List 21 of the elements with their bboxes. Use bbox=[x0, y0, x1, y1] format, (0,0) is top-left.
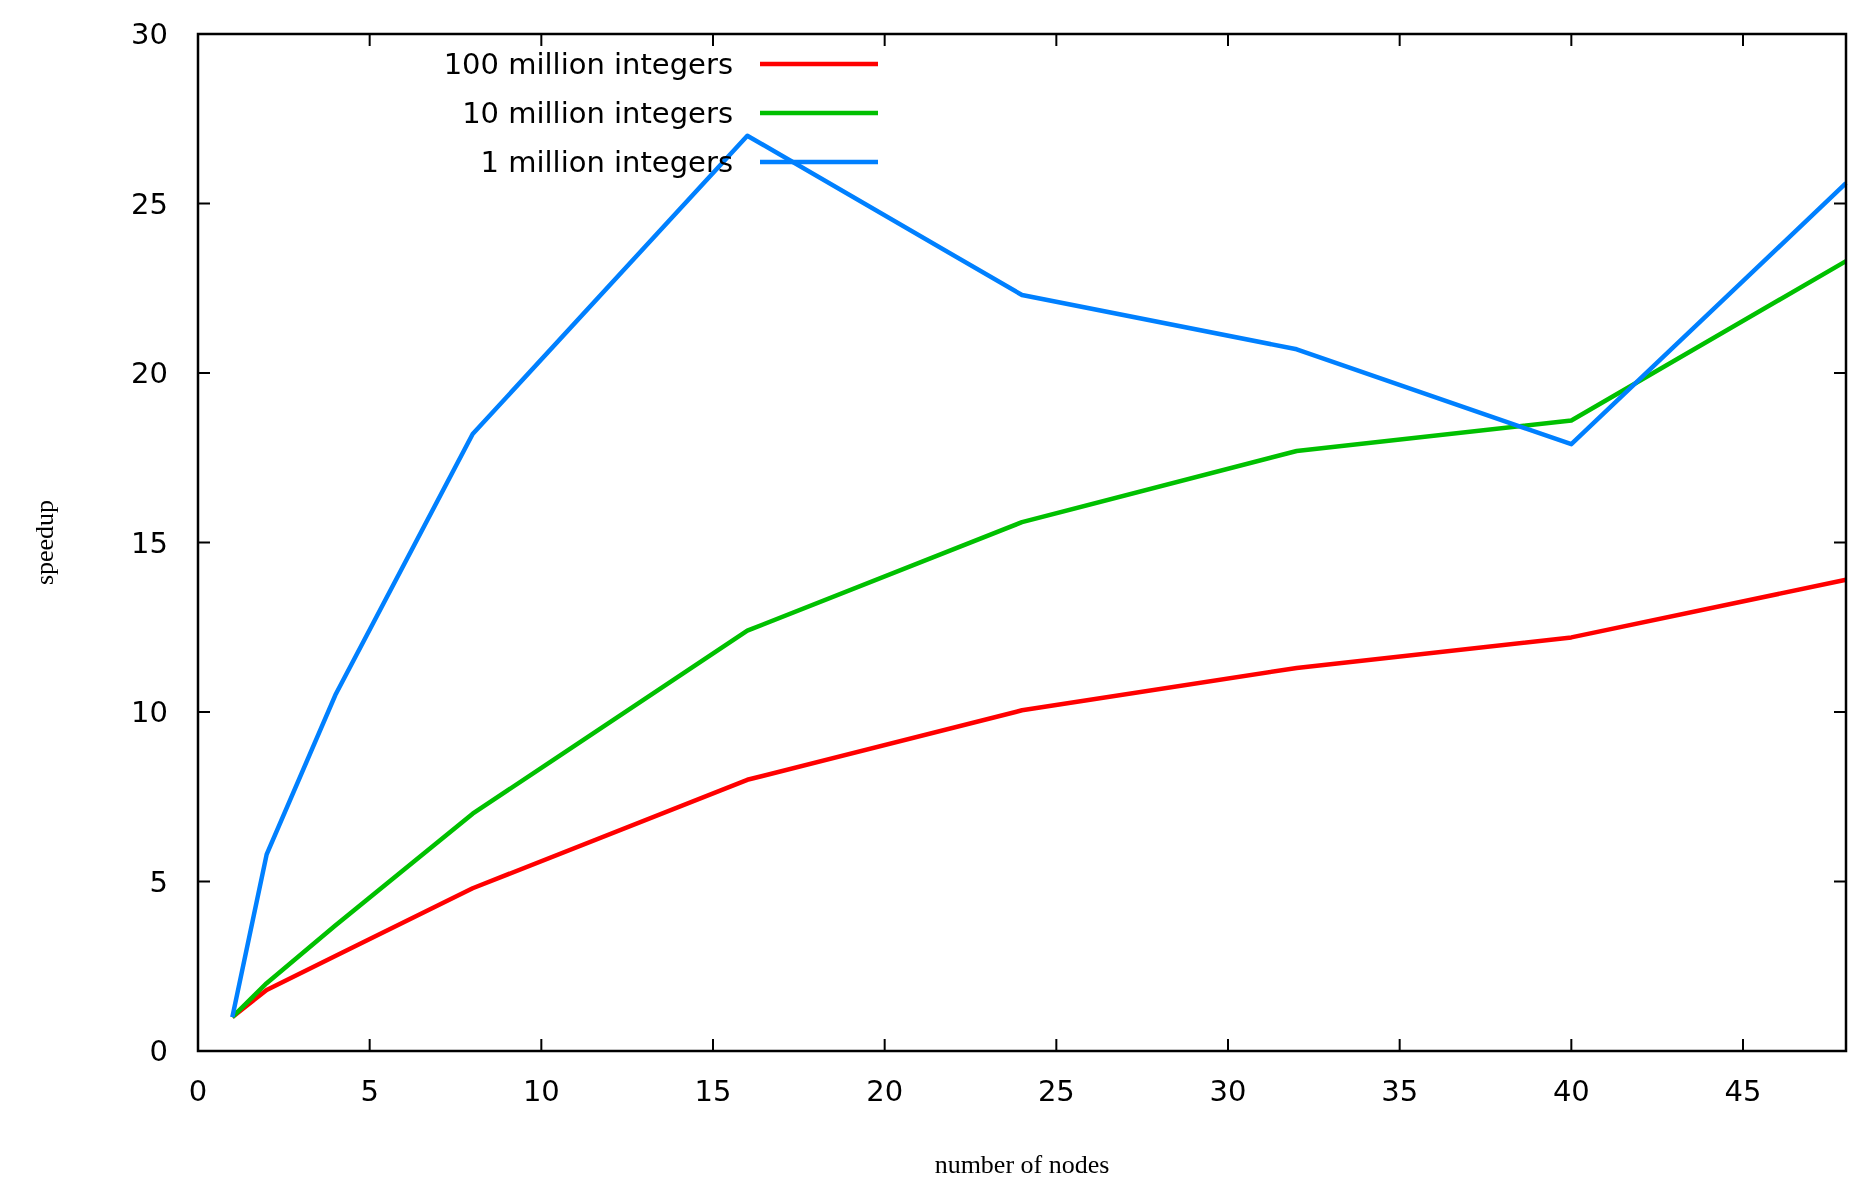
x-tick-label: 10 bbox=[522, 1074, 560, 1108]
x-tick-label: 25 bbox=[1037, 1074, 1075, 1108]
x-tick-label: 5 bbox=[360, 1074, 379, 1108]
y-tick-label: 20 bbox=[131, 356, 168, 390]
x-tick-label: 45 bbox=[1724, 1074, 1762, 1108]
x-axis-title: number of nodes bbox=[934, 1150, 1110, 1179]
x-tick-label: 30 bbox=[1209, 1074, 1247, 1108]
x-tick-label: 35 bbox=[1381, 1074, 1419, 1108]
y-tick-label: 5 bbox=[149, 864, 168, 899]
x-tick-label: 0 bbox=[188, 1074, 208, 1108]
x-tick-label: 15 bbox=[694, 1074, 732, 1108]
y-tick-label: 15 bbox=[131, 525, 168, 560]
y-axis-title: speedup bbox=[30, 499, 59, 586]
x-tick-label: 20 bbox=[866, 1074, 904, 1108]
y-tick-label: 25 bbox=[131, 186, 168, 221]
y-tick-label: 10 bbox=[131, 695, 168, 729]
x-tick-label: 40 bbox=[1552, 1074, 1590, 1108]
legend-label: 100 million integers bbox=[443, 47, 733, 81]
y-tick-label: 0 bbox=[149, 1034, 168, 1068]
y-tick-label: 30 bbox=[131, 17, 168, 51]
legend-label: 10 million integers bbox=[462, 96, 733, 130]
